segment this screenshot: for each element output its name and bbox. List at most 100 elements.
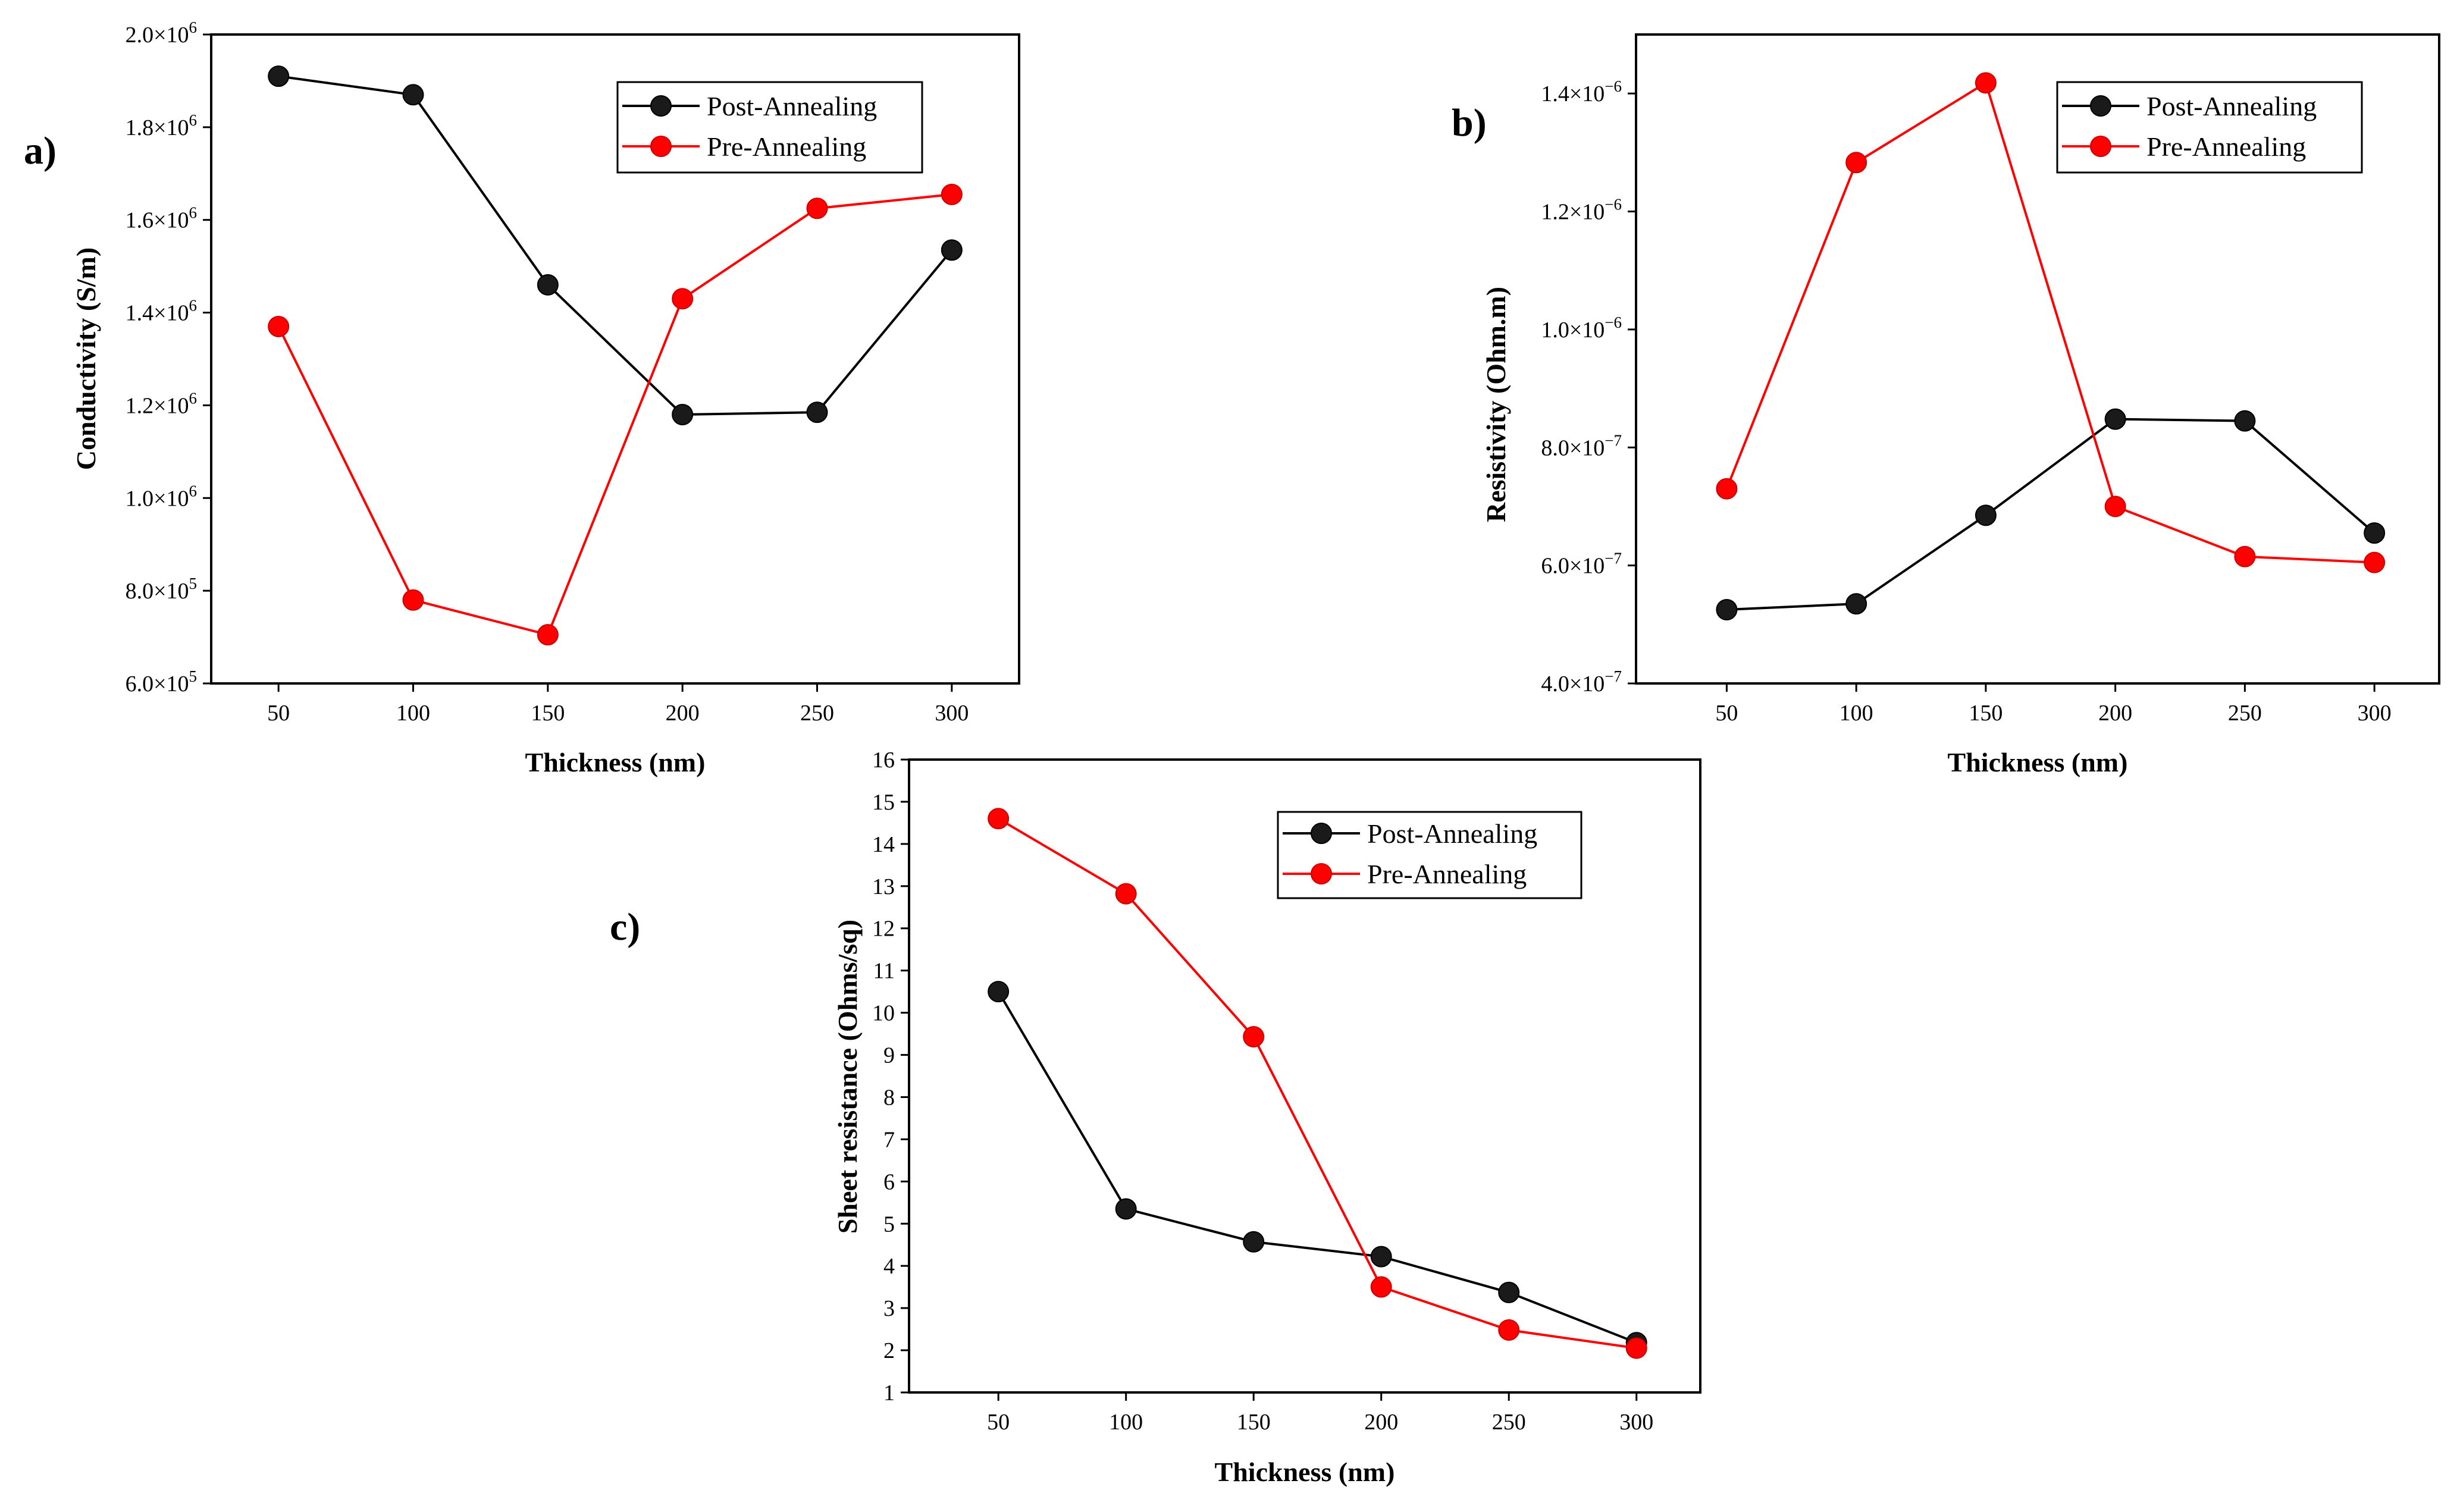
panel-a-x-tick-label-5: 300 xyxy=(935,701,969,726)
panel-b-y-tick-label-0: 4.0×10−7 xyxy=(1541,667,1622,697)
panel-a-x-tick-label-4: 250 xyxy=(800,701,834,726)
panel-b-point-post-annealing-2 xyxy=(1975,504,1997,526)
panel-c-frame xyxy=(908,758,1701,1394)
panel-b-point-pre-annealing-5 xyxy=(2364,551,2386,573)
panel-c-point-pre-annealing-3 xyxy=(1370,1276,1392,1298)
panel-a-x-tick-label-2: 150 xyxy=(531,701,565,726)
panel-a-legend-marker-post xyxy=(650,95,672,117)
panel-b-point-post-annealing-3 xyxy=(2104,408,2126,430)
panel-c-y-tick-label-6: 7 xyxy=(883,1127,895,1152)
panel-b-point-pre-annealing-2 xyxy=(1975,72,1997,94)
panel-a-x-tick-label-3: 200 xyxy=(666,701,700,726)
panel-c-y-tick-label-12: 13 xyxy=(872,874,895,899)
panel-c-y-tick-label-9: 10 xyxy=(872,1001,895,1026)
panel-c-x-tick-label-3: 200 xyxy=(1364,1410,1398,1435)
panel-b-y-tick-label-3: 1.0×10−6 xyxy=(1541,313,1622,343)
panel-b-x-tick-label-3: 200 xyxy=(2098,701,2132,726)
panel-b-ticks: 50 100 150 200 250 300 4.0×10−7 6.0×10−7 8.0×10−… xyxy=(1541,77,2391,726)
panel-b-x-tick-label-2: 150 xyxy=(1969,701,2003,726)
panel-b-legend-marker-pre xyxy=(2090,136,2111,157)
panel-c-y-tick-label-4: 5 xyxy=(883,1212,895,1237)
panel-a-y-tick-label-2: 1.0×106 xyxy=(126,482,197,511)
panel-b-label: b) xyxy=(1452,101,1487,145)
panel-c-point-post-annealing-4 xyxy=(1498,1281,1520,1303)
panel-a-y-tick-label-4: 1.4×106 xyxy=(126,297,197,326)
panel-c-point-post-annealing-3 xyxy=(1370,1246,1392,1268)
panel-c-x-tick-label-5: 300 xyxy=(1619,1410,1653,1435)
panel-c-point-pre-annealing-1 xyxy=(1115,883,1137,905)
panel-a-legend-label-post: Post-Annealing xyxy=(707,91,877,121)
panel-b-point-pre-annealing-4 xyxy=(2234,545,2256,567)
panel-a-y-tick-label-6: 1.8×106 xyxy=(126,111,197,140)
panel-b-y-tick-label-5: 1.4×10−6 xyxy=(1541,77,1622,106)
panel-a-x-tick-label-0: 50 xyxy=(267,701,290,726)
panel-a-y-tick-label-0: 6.0×105 xyxy=(126,667,197,697)
panel-b-legend: Post-Annealing Pre-Annealing xyxy=(2056,81,2363,174)
panel-c-label: c) xyxy=(610,905,640,949)
panel-a-point-post-annealing-5 xyxy=(941,239,963,261)
panel-b-point-post-annealing-4 xyxy=(2234,410,2256,432)
panel-b-legend-label-post: Post-Annealing xyxy=(2146,91,2317,121)
panel-b-series-line-post-annealing xyxy=(1726,418,2376,611)
panel-a-point-post-annealing-1 xyxy=(402,84,424,106)
panel-c-series-line-pre-annealing xyxy=(998,817,1637,1350)
panel-c-point-pre-annealing-4 xyxy=(1498,1319,1520,1341)
panel-c-y-tick-label-5: 6 xyxy=(883,1169,895,1194)
panel-c-series-line-post-annealing xyxy=(997,991,1637,1344)
panel-b-legend-box xyxy=(2056,81,2363,174)
panel-c-x-axis-title: Thickness (nm) xyxy=(1215,1457,1395,1487)
panel-a-y-tick-label-7: 2.0×106 xyxy=(126,18,197,48)
panel-a-point-pre-annealing-0 xyxy=(268,315,290,337)
panel-c-point-post-annealing-2 xyxy=(1243,1231,1265,1253)
panel-c-y-tick-label-8: 9 xyxy=(883,1043,895,1068)
panel-c-legend-label-pre: Pre-Annealing xyxy=(1367,859,1527,889)
panel-c-x-tick-label-2: 150 xyxy=(1237,1410,1271,1435)
panel-a-point-post-annealing-4 xyxy=(806,401,828,424)
panel-b-y-tick-label-4: 1.2×10−6 xyxy=(1541,196,1622,225)
panel-b-point-post-annealing-0 xyxy=(1716,599,1738,621)
panel-a: a) Thickness (nm) Conductivity (S/m) 50 1… xyxy=(24,18,1020,777)
panel-c-legend-marker-pre xyxy=(1311,863,1332,884)
panel-b-point-pre-annealing-3 xyxy=(2104,495,2126,517)
panel-b-plot xyxy=(1716,72,2386,621)
panel-c-point-pre-annealing-5 xyxy=(1625,1337,1647,1359)
panel-a-label: a) xyxy=(24,129,57,172)
panel-b-x-tick-label-0: 50 xyxy=(1715,701,1738,726)
panel-b-x-tick-label-1: 100 xyxy=(1839,701,1873,726)
panel-c-y-tick-label-11: 12 xyxy=(872,917,895,942)
panel-a-plot xyxy=(268,65,963,646)
panel-b-frame xyxy=(1635,33,2440,685)
panel-c-y-tick-label-14: 15 xyxy=(872,790,895,815)
panel-a-y-tick-label-5: 1.6×106 xyxy=(126,204,197,233)
panel-a-legend-marker-pre xyxy=(650,136,672,157)
panel-c-y-tick-label-7: 8 xyxy=(883,1085,895,1110)
panel-c-y-tick-label-2: 3 xyxy=(883,1296,895,1321)
panel-c-y-tick-label-15: 16 xyxy=(872,748,895,773)
panel-b-y-tick-label-1: 6.0×10−7 xyxy=(1541,550,1622,579)
panel-c-y-tick-label-3: 4 xyxy=(883,1254,895,1279)
panel-c-y-tick-label-10: 11 xyxy=(873,959,895,984)
panel-a-point-post-annealing-0 xyxy=(268,65,290,87)
panel-b-point-pre-annealing-1 xyxy=(1845,152,1867,174)
panel-c-y-tick-label-1: 2 xyxy=(883,1338,895,1363)
panel-a-point-pre-annealing-5 xyxy=(941,183,963,205)
panel-c-x-tick-label-0: 50 xyxy=(987,1410,1010,1435)
panel-b-y-axis-title: Resistivity (Ohm.m) xyxy=(1481,287,1511,522)
panel-c-y-axis-title: Sheet resistance (Ohms/sq) xyxy=(832,920,863,1234)
panel-b: b) Thickness (nm) Resistivity (Ohm.m) 50… xyxy=(1452,33,2440,777)
panel-b-legend-marker-post xyxy=(2090,95,2111,117)
panel-c-point-post-annealing-0 xyxy=(988,981,1010,1003)
panel-a-point-pre-annealing-4 xyxy=(806,197,828,219)
panel-c-point-pre-annealing-0 xyxy=(988,808,1010,830)
panel-c-legend-marker-post xyxy=(1311,823,1332,844)
panel-a-y-tick-label-1: 8.0×105 xyxy=(126,575,197,604)
panel-b-x-axis-title: Thickness (nm) xyxy=(1948,747,2128,777)
panel-c-x-tick-label-4: 250 xyxy=(1492,1410,1526,1435)
panel-b-x-tick-label-5: 300 xyxy=(2358,701,2392,726)
panel-a-point-post-annealing-3 xyxy=(672,404,694,426)
panel-a-x-tick-label-1: 100 xyxy=(396,701,430,726)
panel-a-legend: Post-Annealing Pre-Annealing xyxy=(616,81,923,174)
panel-a-y-tick-label-3: 1.2×106 xyxy=(126,389,197,418)
